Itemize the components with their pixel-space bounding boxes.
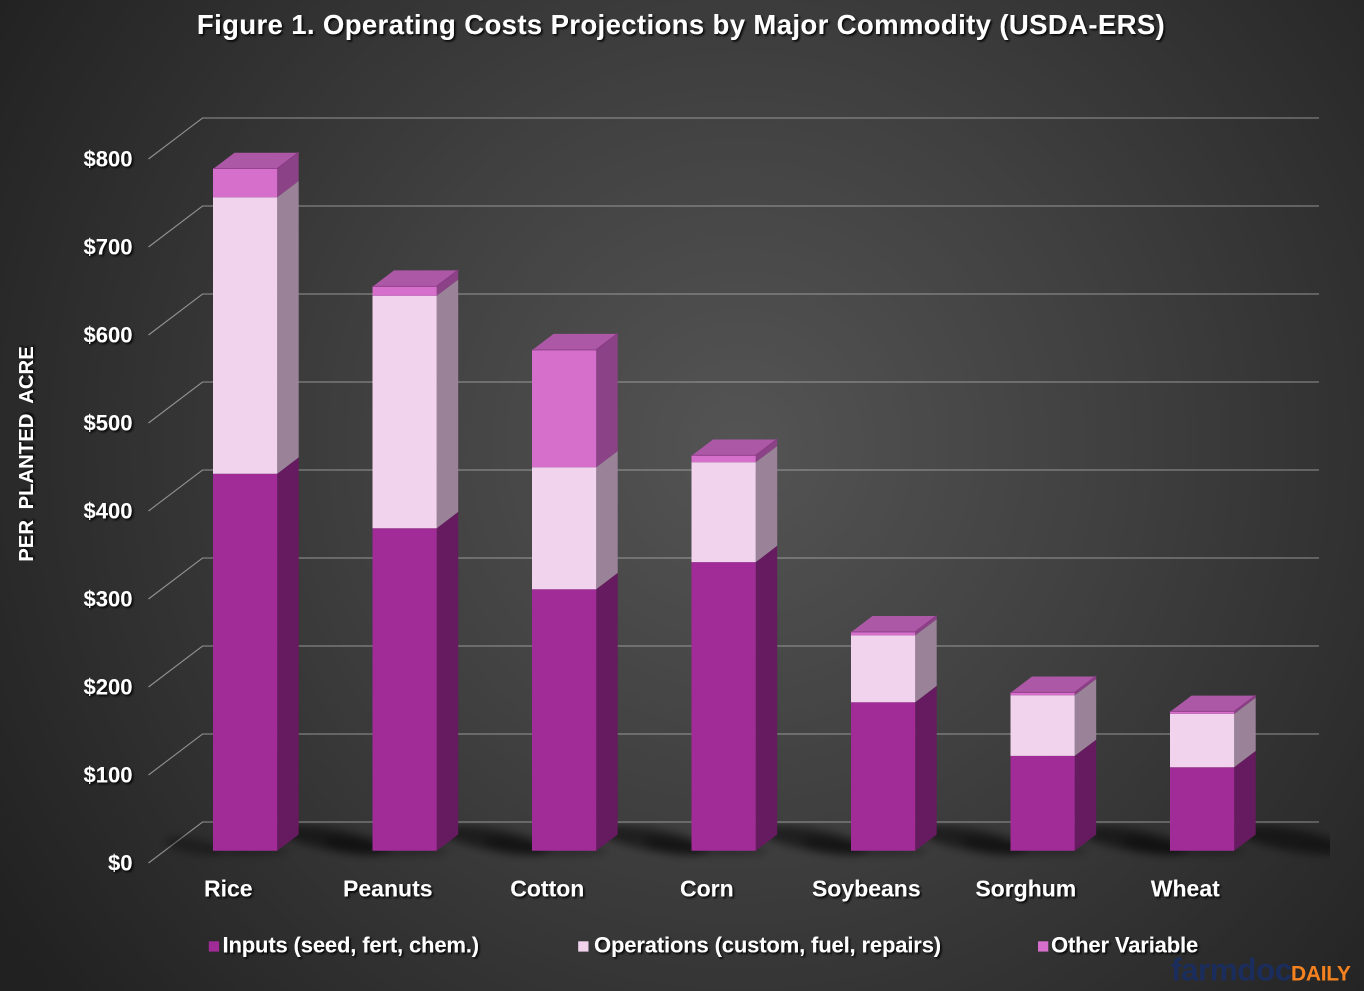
svg-text:DAILY: DAILY xyxy=(1291,963,1351,986)
svg-text:Rice: Rice xyxy=(204,876,253,902)
svg-text:$300: $300 xyxy=(84,587,133,612)
svg-text:$700: $700 xyxy=(84,235,133,260)
svg-text:$100: $100 xyxy=(84,763,133,788)
svg-text:Soybeans: Soybeans xyxy=(812,876,921,902)
svg-text:$800: $800 xyxy=(84,147,133,172)
svg-text:$600: $600 xyxy=(84,323,133,348)
svg-text:Operations (custom, fuel, repa: Operations (custom, fuel, repairs) xyxy=(594,933,941,958)
svg-text:Wheat: Wheat xyxy=(1151,876,1220,902)
svg-text:$500: $500 xyxy=(84,411,133,436)
svg-text:Cotton: Cotton xyxy=(510,876,584,902)
svg-text:Other Variable: Other Variable xyxy=(1051,933,1198,958)
svg-text:Peanuts: Peanuts xyxy=(343,876,432,902)
svg-text:$200: $200 xyxy=(84,675,133,700)
svg-text:$0: $0 xyxy=(108,851,132,876)
svg-text:PER PLANTED ACRE: PER PLANTED ACRE xyxy=(16,346,38,561)
svg-text:farmdoc: farmdoc xyxy=(1171,952,1292,988)
svg-text:Corn: Corn xyxy=(680,876,734,902)
svg-text:Sorghum: Sorghum xyxy=(975,876,1076,902)
svg-text:Inputs (seed, fert, chem.): Inputs (seed, fert, chem.) xyxy=(223,933,479,958)
svg-text:Figure 1. Operating Costs Proj: Figure 1. Operating Costs Projections by… xyxy=(197,9,1165,40)
svg-text:$400: $400 xyxy=(84,499,133,524)
